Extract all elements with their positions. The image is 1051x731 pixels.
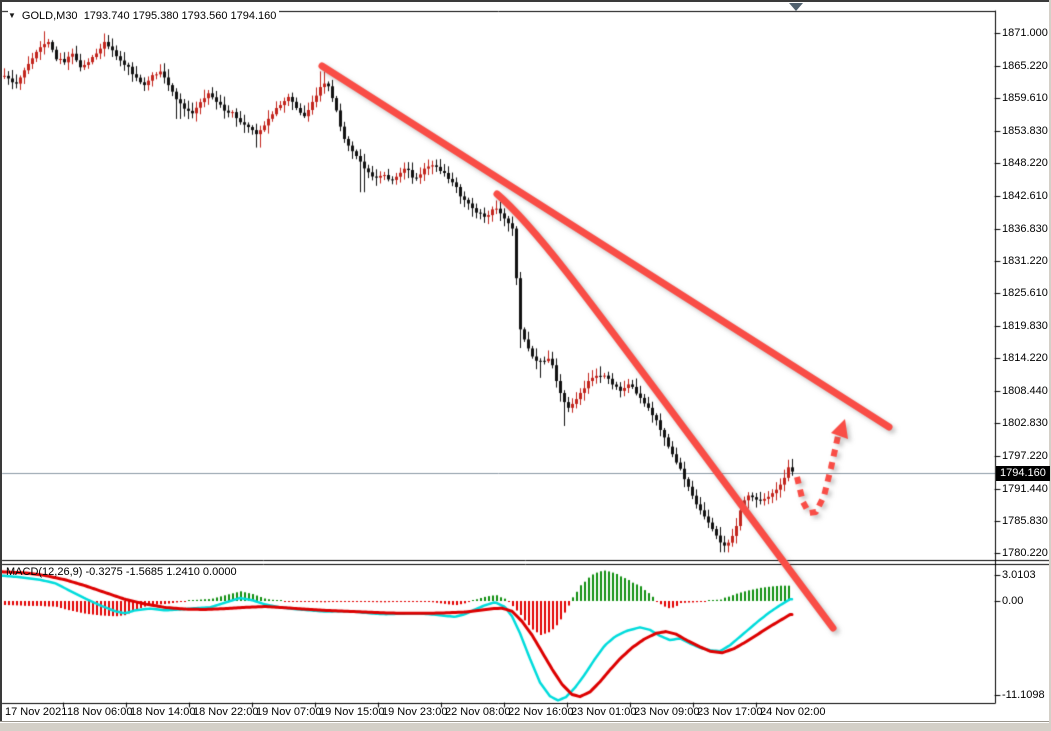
current-price-badge: 1794.160 — [996, 466, 1050, 481]
time-axis-label: 23 Nov 09:00 — [634, 706, 700, 718]
price-axis-label: 1780.220 — [1002, 547, 1048, 559]
price-axis-label: 1853.830 — [1002, 125, 1048, 137]
time-axis-label: 23 Nov 17:00 — [697, 706, 763, 718]
price-axis-label: 1797.220 — [1002, 450, 1048, 462]
price-axis-label: 1791.440 — [1002, 483, 1048, 495]
price-axis-label: 1802.830 — [1002, 417, 1048, 429]
time-axis-label: 24 Nov 02:00 — [760, 706, 826, 718]
ohlc-values: 1793.740 1795.380 1793.560 1794.160 — [83, 10, 277, 22]
macd-values: -0.3275 -1.5685 1.2410 0.0000 — [85, 566, 237, 578]
time-axis-label: 19 Nov 07:00 — [256, 706, 322, 718]
time-axis-label: 18 Nov 22:00 — [193, 706, 259, 718]
price-axis-label: 1825.610 — [1002, 287, 1048, 299]
price-axis-label: 1859.610 — [1002, 92, 1048, 104]
macd-axis-label: 3.0103 — [1002, 569, 1036, 581]
price-axis-label: 1819.830 — [1002, 320, 1048, 332]
window-border-bottom — [0, 721, 1049, 722]
price-axis-label: 1865.220 — [1002, 60, 1048, 72]
macd-axis-label: -11.1098 — [1002, 689, 1045, 701]
time-axis-label: 18 Nov 14:00 — [130, 706, 196, 718]
time-axis-label: 17 Nov 2021 — [5, 706, 68, 718]
time-axis-label: 22 Nov 08:00 — [445, 706, 511, 718]
price-axis-label: 1842.610 — [1002, 190, 1048, 202]
price-axis-label: 1836.830 — [1002, 223, 1048, 235]
macd-axis-label: 0.00 — [1002, 595, 1024, 607]
price-axis-label: 1848.220 — [1002, 157, 1048, 169]
window-border-top — [0, 0, 1049, 2]
macd-name: MACD(12,26,9) — [6, 566, 83, 578]
chevron-down-icon[interactable]: ▼ — [8, 11, 16, 20]
price-axis-label: 1814.220 — [1002, 352, 1048, 364]
symbol-name: GOLD,M30 — [21, 10, 78, 22]
time-axis-label: 19 Nov 15:00 — [319, 706, 385, 718]
price-axis-label: 1785.830 — [1002, 515, 1048, 527]
symbol-ohlc-label: ▼ GOLD,M30 1793.740 1795.380 1793.560 179… — [8, 9, 280, 23]
chart-shift-marker-icon[interactable] — [789, 3, 803, 11]
price-axis-label: 1808.440 — [1002, 385, 1048, 397]
time-axis-label: 23 Nov 01:00 — [571, 706, 637, 718]
time-axis-label: 19 Nov 23:00 — [382, 706, 448, 718]
macd-indicator-label: MACD(12,26,9) -0.3275 -1.5685 1.2410 0.0… — [6, 566, 237, 578]
time-axis-label: 22 Nov 16:00 — [508, 706, 574, 718]
price-axis-label: 1871.000 — [1002, 27, 1048, 39]
window-border-left — [0, 0, 2, 721]
price-axis-label: 1831.220 — [1002, 255, 1048, 267]
time-axis-label: 18 Nov 06:00 — [67, 706, 133, 718]
